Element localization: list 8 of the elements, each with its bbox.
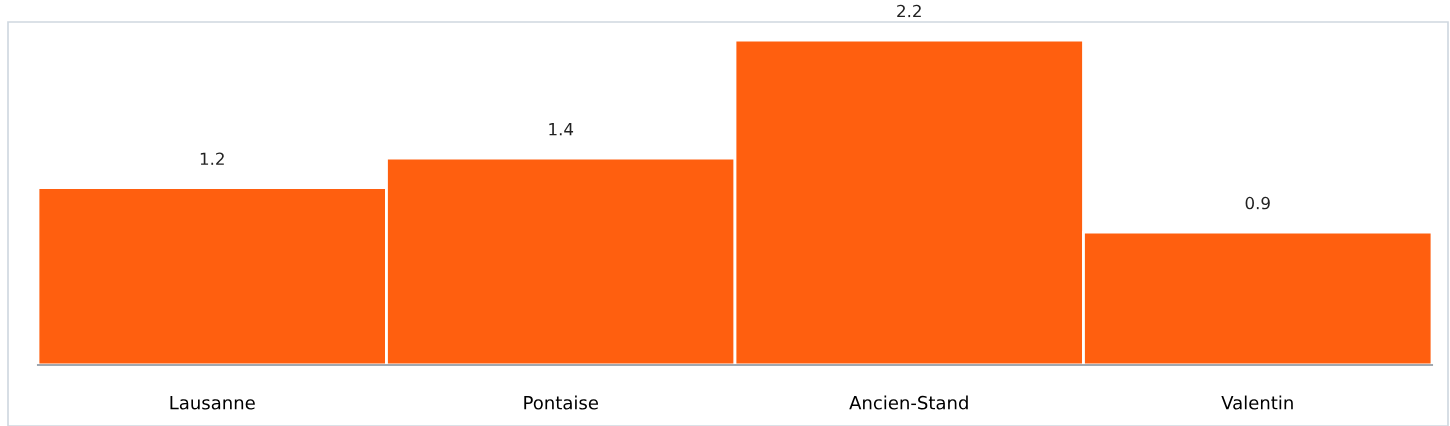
data-label: 1.4 bbox=[549, 123, 574, 136]
x-tick-label: Pontaise bbox=[524, 395, 598, 410]
data-label: 2.2 bbox=[897, 4, 921, 18]
data-label: 0.9 bbox=[1245, 196, 1270, 210]
x-tick-label: Lausanne bbox=[170, 396, 255, 410]
x-tick-label: Valentin bbox=[1221, 395, 1293, 410]
data-label: 1.2 bbox=[200, 152, 224, 165]
x-tick-label: Ancien-Stand bbox=[849, 395, 968, 410]
